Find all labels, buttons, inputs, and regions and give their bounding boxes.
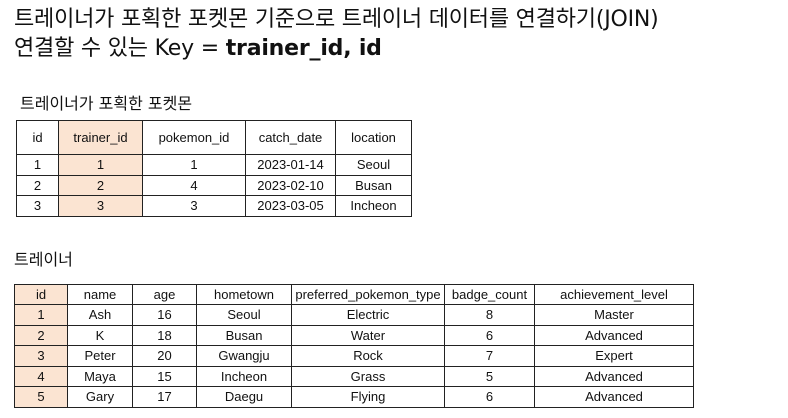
title-text-1: 트레이너가 포획한 포켓몬 기준으로 트레이너 데이터를 연결하기(JOIN) [14, 7, 659, 32]
table-cell: 16 [132, 304, 197, 326]
table-cell: 2 [14, 324, 68, 346]
table-cell: Master [534, 304, 694, 326]
table-cell: 1 [14, 304, 68, 326]
table-row: 5 Gary 17 Daegu Flying 6 Advanced [14, 386, 694, 408]
table-cell: 17 [132, 386, 197, 408]
table-cell: 18 [132, 324, 197, 346]
column-header: achievement_level [534, 284, 694, 305]
table-cell: Advanced [534, 386, 694, 408]
column-header: preferred_pokemon_type [291, 284, 445, 305]
table-cell: 3 [14, 345, 68, 367]
title-line-1: 트레이너가 포획한 포켓몬 기준으로 트레이너 데이터를 연결하기(JOIN) [14, 7, 659, 33]
table-cell: Seoul [335, 154, 412, 176]
table-cell: Seoul [196, 304, 292, 326]
table-row: 4 Maya 15 Incheon Grass 5 Advanced [14, 365, 694, 387]
table-row: 1 Ash 16 Seoul Electric 8 Master [14, 304, 694, 326]
caption-caught-pokemon: 트레이너가 포획한 포켓몬 [20, 94, 193, 113]
table-cell: Water [291, 324, 445, 346]
table-cell: 7 [444, 345, 535, 367]
table-cell: Gary [67, 386, 133, 408]
column-header: pokemon_id [142, 120, 246, 155]
table-cell: 2 [58, 174, 143, 196]
table-cell: Electric [291, 304, 445, 326]
table-header-row: id name age hometown preferred_pokemon_t… [14, 284, 694, 305]
trainers-table: id name age hometown preferred_pokemon_t… [14, 284, 694, 408]
title-key-prefix: 연결할 수 있는 Key = [14, 36, 226, 61]
table-cell: Maya [67, 365, 133, 387]
table-cell: 1 [142, 154, 246, 176]
column-header: badge_count [444, 284, 535, 305]
table-cell: Advanced [534, 324, 694, 346]
column-header: id [16, 120, 59, 155]
table-cell: 4 [142, 174, 246, 196]
column-header: hometown [196, 284, 292, 305]
column-header: age [132, 284, 197, 305]
title-key-value: trainer_id, id [225, 36, 382, 61]
table-cell: 2023-03-05 [245, 195, 336, 217]
table-cell: 6 [444, 324, 535, 346]
table-cell: 3 [16, 195, 59, 217]
table-cell: 5 [14, 386, 68, 408]
table-row: 1 1 1 2023-01-14 Seoul [16, 154, 412, 176]
table-cell: Advanced [534, 365, 694, 387]
table-cell: Peter [67, 345, 133, 367]
title-line-2: 연결할 수 있는 Key = trainer_id, id [14, 36, 382, 62]
column-header: trainer_id [58, 120, 143, 155]
table-cell: Ash [67, 304, 133, 326]
table-cell: Daegu [196, 386, 292, 408]
column-header: name [67, 284, 133, 305]
table-cell: 2 [16, 174, 59, 196]
table-cell: 1 [58, 154, 143, 176]
table-cell: 1 [16, 154, 59, 176]
table-cell: Busan [335, 174, 412, 196]
table-cell: 2023-02-10 [245, 174, 336, 196]
table-cell: 5 [444, 365, 535, 387]
table-cell: 4 [14, 365, 68, 387]
table-cell: 20 [132, 345, 197, 367]
table-cell: Rock [291, 345, 445, 367]
table-cell: Flying [291, 386, 445, 408]
table-cell: Expert [534, 345, 694, 367]
caption-trainers: 트레이너 [14, 250, 73, 269]
table-cell: Incheon [196, 365, 292, 387]
caught-pokemon-table: id trainer_id pokemon_id catch_date loca… [16, 120, 412, 217]
table-cell: 8 [444, 304, 535, 326]
table-cell: 15 [132, 365, 197, 387]
table-cell: Incheon [335, 195, 412, 217]
table-cell: 3 [142, 195, 246, 217]
column-header: catch_date [245, 120, 336, 155]
table-cell: Grass [291, 365, 445, 387]
column-header: location [335, 120, 412, 155]
table-cell: Busan [196, 324, 292, 346]
column-header: id [14, 284, 68, 305]
table-cell: 2023-01-14 [245, 154, 336, 176]
table-cell: 3 [58, 195, 143, 217]
table-row: 3 3 3 2023-03-05 Incheon [16, 195, 412, 217]
table-cell: 6 [444, 386, 535, 408]
table-row: 2 K 18 Busan Water 6 Advanced [14, 324, 694, 346]
table-cell: K [67, 324, 133, 346]
table-header-row: id trainer_id pokemon_id catch_date loca… [16, 120, 412, 155]
table-cell: Gwangju [196, 345, 292, 367]
table-row: 3 Peter 20 Gwangju Rock 7 Expert [14, 345, 694, 367]
table-row: 2 2 4 2023-02-10 Busan [16, 174, 412, 196]
